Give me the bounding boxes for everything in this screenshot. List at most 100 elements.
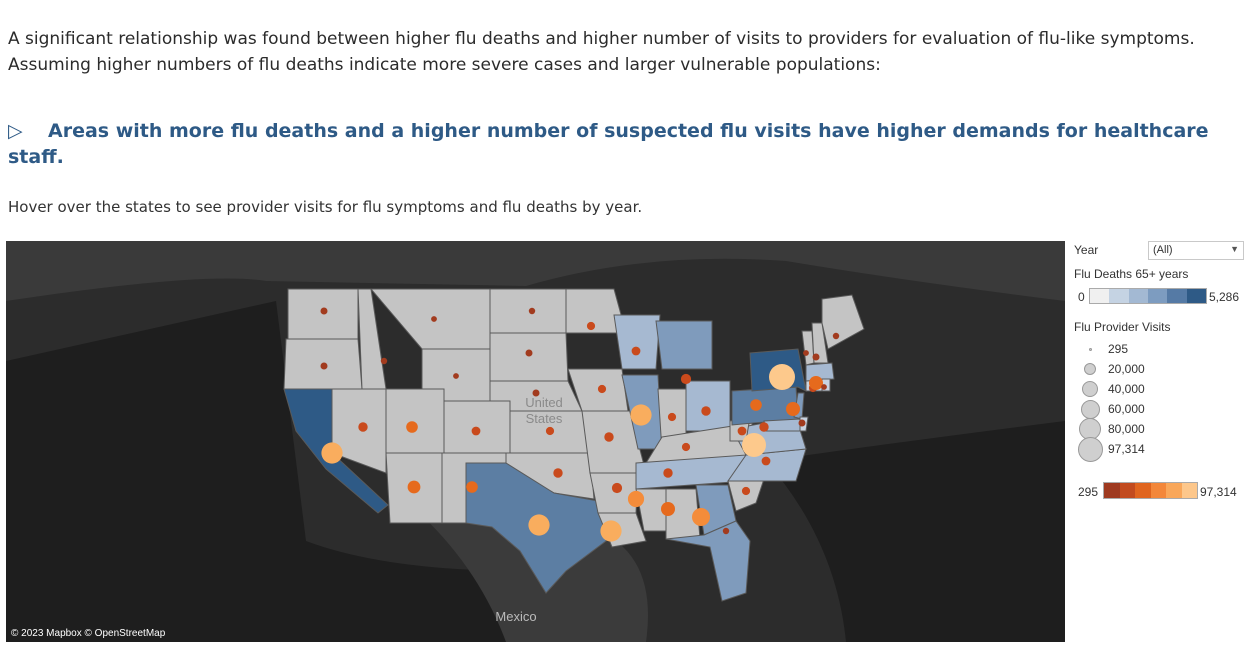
us-flu-map[interactable]: United States Mexico © 2023 Mapbox © Ope…: [6, 241, 1065, 642]
visit-bubble-de[interactable]: [798, 419, 806, 427]
visit-bubble-ny[interactable]: [769, 364, 795, 390]
visits-legend-title: Flu Provider Visits: [1074, 320, 1171, 334]
map-canvas[interactable]: United States Mexico: [6, 241, 1065, 642]
state-ma[interactable]: [805, 362, 835, 382]
visit-bubble-mn[interactable]: [586, 321, 596, 331]
pacific-ocean: [6, 301, 566, 642]
size-circle-icon: [1077, 436, 1103, 462]
visit-bubble-al[interactable]: [661, 502, 675, 516]
visit-bubble-or[interactable]: [320, 362, 328, 370]
visits-ramp-step-0: [1104, 483, 1120, 498]
state-mi[interactable]: [655, 320, 713, 370]
visit-bubble-il[interactable]: [630, 404, 652, 426]
visit-bubble-sc[interactable]: [741, 486, 751, 496]
callout-text: Areas with more flu deaths and a higher …: [8, 120, 1209, 168]
visit-bubble-ne[interactable]: [532, 389, 540, 397]
intro-text: A significant relationship was found bet…: [8, 26, 1244, 78]
size-label: 295: [1108, 342, 1129, 356]
deaths-ramp-step-1: [1109, 289, 1129, 303]
visit-bubble-co[interactable]: [471, 426, 481, 436]
label-united: United: [525, 395, 563, 410]
play-arrow-icon: ▷: [8, 120, 23, 142]
visit-bubble-ks[interactable]: [545, 426, 555, 436]
visit-bubble-pa[interactable]: [750, 399, 762, 411]
visit-bubble-ri[interactable]: [821, 384, 827, 390]
visit-bubble-nc[interactable]: [761, 456, 771, 466]
visit-bubble-nm[interactable]: [466, 481, 478, 493]
visit-bubble-tx[interactable]: [528, 514, 550, 536]
visit-bubble-id[interactable]: [380, 357, 388, 365]
state-nh[interactable]: [811, 322, 829, 364]
visit-bubble-ia[interactable]: [597, 384, 607, 394]
visit-bubble-ms[interactable]: [627, 490, 645, 508]
visit-bubble-me[interactable]: [832, 332, 840, 340]
year-filter-label: Year: [1074, 243, 1099, 257]
visits-ramp-step-1: [1119, 483, 1135, 498]
visit-bubble-fl[interactable]: [722, 527, 730, 535]
visit-bubble-ga[interactable]: [692, 508, 710, 526]
visit-bubble-wv[interactable]: [737, 426, 747, 436]
size-label: 80,000: [1108, 422, 1145, 436]
visit-bubble-az[interactable]: [407, 480, 421, 494]
visit-bubble-mt[interactable]: [431, 316, 437, 322]
visit-bubble-nd[interactable]: [528, 307, 536, 315]
size-label: 20,000: [1108, 362, 1145, 376]
visit-bubble-sd[interactable]: [525, 349, 533, 357]
canada-land: [6, 241, 1065, 301]
deaths-ramp-step-3: [1147, 289, 1168, 303]
visit-bubble-la[interactable]: [600, 520, 622, 542]
state-md[interactable]: [763, 418, 801, 432]
intro-line-1: A significant relationship was found bet…: [8, 29, 1195, 49]
visit-bubble-tn[interactable]: [663, 468, 673, 478]
visit-bubble-ma[interactable]: [809, 376, 823, 390]
state-nv[interactable]: [331, 388, 387, 474]
map-attribution[interactable]: © 2023 Mapbox © OpenStreetMap: [11, 628, 166, 639]
visit-bubble-ky[interactable]: [681, 442, 691, 452]
visit-bubble-oh[interactable]: [701, 406, 711, 416]
state-me[interactable]: [821, 294, 865, 350]
visit-bubble-ok[interactable]: [553, 468, 563, 478]
visits-color-min: 295: [1078, 485, 1099, 499]
deaths-color-ramp: [1089, 288, 1207, 304]
deaths-ramp-step-4: [1167, 289, 1187, 303]
visit-bubble-nh[interactable]: [812, 353, 820, 361]
visit-bubble-in[interactable]: [667, 412, 677, 422]
state-ut[interactable]: [385, 388, 445, 454]
label-states: States: [526, 411, 563, 426]
label-mexico: Mexico: [495, 609, 536, 624]
hover-hint: Hover over the states to see provider vi…: [8, 198, 643, 216]
state-oh[interactable]: [685, 380, 731, 432]
deaths-ramp-step-2: [1128, 289, 1148, 303]
state-sd[interactable]: [489, 332, 569, 382]
deaths-ramp-step-0: [1090, 289, 1110, 303]
state-polygons[interactable]: [283, 288, 865, 602]
deaths-legend-title: Flu Deaths 65+ years: [1074, 267, 1189, 281]
visit-bubble-wi[interactable]: [631, 346, 641, 356]
visits-ramp-step-2: [1135, 483, 1151, 498]
visit-bubble-ut[interactable]: [406, 421, 418, 433]
state-fl[interactable]: [665, 520, 751, 602]
visit-bubble-ca[interactable]: [321, 442, 343, 464]
intro-line-2: Assuming higher numbers of flu deaths in…: [8, 55, 881, 75]
visit-bubble-wy[interactable]: [453, 373, 459, 379]
size-circle-icon: [1082, 381, 1098, 397]
visit-bubble-ar[interactable]: [611, 482, 623, 494]
state-wi[interactable]: [613, 314, 661, 370]
visit-bubble-mi[interactable]: [680, 373, 692, 385]
visit-bubble-nv[interactable]: [358, 422, 368, 432]
visit-bubble-nj[interactable]: [786, 402, 800, 416]
dropdown-arrow-icon[interactable]: ▼: [1230, 244, 1239, 254]
year-filter-value: (All): [1153, 244, 1173, 256]
visit-bubbles[interactable]: [320, 307, 840, 542]
visit-bubble-va[interactable]: [742, 433, 766, 457]
year-filter-select[interactable]: (All) ▼: [1148, 241, 1244, 260]
callout-heading: ▷ Areas with more flu deaths and a higher…: [8, 118, 1244, 170]
deaths-legend-max: 5,286: [1209, 290, 1240, 304]
visits-color-max: 97,314: [1200, 485, 1237, 499]
visit-bubble-md[interactable]: [759, 422, 769, 432]
visit-bubble-wa[interactable]: [320, 307, 328, 315]
state-nd[interactable]: [489, 288, 567, 334]
deaths-legend-min: 0: [1078, 290, 1085, 304]
visit-bubble-vt[interactable]: [803, 350, 809, 356]
visit-bubble-mo[interactable]: [604, 432, 614, 442]
